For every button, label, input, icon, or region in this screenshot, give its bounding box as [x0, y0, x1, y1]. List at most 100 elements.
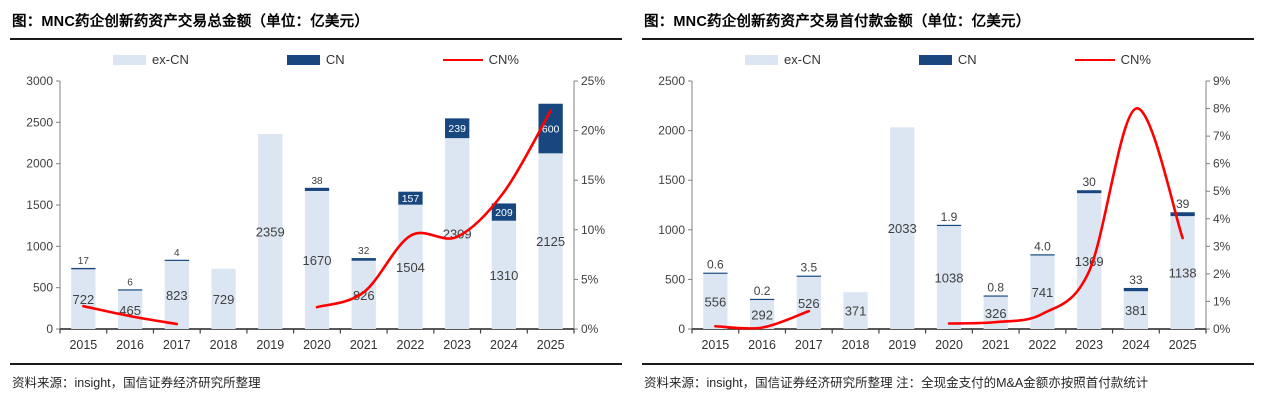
bar-cn [398, 191, 423, 205]
svg-text:2500: 2500 [26, 115, 53, 129]
svg-text:2500: 2500 [658, 74, 685, 88]
bar-cn [117, 289, 143, 291]
bar-ex-cn [749, 300, 775, 329]
svg-text:2021: 2021 [982, 338, 1010, 352]
cn-swatch-icon [918, 54, 952, 65]
bar-value-labels: 556 0.6 292 0.2 526 3.5 371 2033 1038 1.9 326 0.8 74… [705, 175, 1197, 322]
bar-cn [796, 275, 821, 277]
bar-ex-cn [398, 204, 423, 329]
cn-pct-line-icon [1074, 58, 1115, 61]
svg-text:2024: 2024 [1122, 338, 1150, 352]
svg-text:3.5: 3.5 [800, 261, 817, 275]
axes: 0 500 1000 1500 2000 2500 3000 0% 5% 10% 15% 20% 25%… [26, 74, 605, 352]
svg-text:2019: 2019 [888, 338, 916, 352]
svg-text:2018: 2018 [210, 338, 238, 352]
svg-text:2019: 2019 [256, 338, 284, 352]
svg-text:1%: 1% [1213, 294, 1231, 308]
svg-text:826: 826 [353, 288, 375, 303]
bar-ex-cn [258, 133, 283, 329]
svg-text:2024: 2024 [490, 338, 518, 352]
svg-text:0.8: 0.8 [987, 280, 1004, 294]
svg-text:2125: 2125 [536, 234, 565, 249]
bar-ex-cn [936, 226, 962, 329]
source-note-upfront: 资料来源：insight，国信证券经济研究所整理 注：全现金支付的M&A金额亦按… [642, 363, 1254, 400]
svg-text:209: 209 [495, 207, 513, 219]
chart-upfront-canvas: 0 500 1000 1500 2000 2500 0% 1% 2% 3% 4% 5% 6% 7% 8% 9%… [658, 74, 1230, 352]
svg-text:371: 371 [845, 304, 867, 319]
svg-text:15%: 15% [581, 173, 605, 187]
svg-text:33: 33 [1129, 273, 1143, 287]
legend-item-cn-pct: CN% [442, 52, 519, 67]
svg-text:2018: 2018 [842, 338, 870, 352]
chart-title-upfront: 图：MNC药企创新药资产交易首付款金额（单位：亿美元） [642, 10, 1254, 40]
svg-text:1000: 1000 [658, 223, 685, 237]
svg-text:2021: 2021 [350, 338, 378, 352]
svg-text:0: 0 [678, 322, 685, 336]
bar-ex-cn [796, 276, 821, 329]
legend-label-cn-pct: CN% [1120, 52, 1151, 67]
bar-ex-cn [843, 292, 868, 329]
cn-pct-line-icon [442, 58, 483, 61]
svg-text:3000: 3000 [26, 74, 53, 88]
bar-cn [351, 258, 376, 261]
bar-cn [71, 267, 96, 270]
svg-text:2000: 2000 [658, 124, 685, 138]
axes: 0 500 1000 1500 2000 2500 0% 1% 2% 3% 4% 5% 6% 7% 8% 9%… [658, 74, 1230, 352]
legend-item-ex-cn: ex-CN [113, 52, 189, 67]
svg-text:2022: 2022 [397, 338, 425, 352]
svg-text:9%: 9% [1213, 74, 1231, 88]
svg-text:2000: 2000 [26, 157, 53, 171]
svg-text:10%: 10% [581, 223, 605, 237]
bar-ex-cn [71, 269, 96, 329]
legend-label-cn: CN [325, 52, 345, 67]
legend-label-cn-pct: CN% [488, 52, 519, 67]
bar-ex-cn [538, 153, 563, 329]
svg-text:1000: 1000 [26, 239, 53, 253]
svg-text:2020: 2020 [935, 338, 963, 352]
svg-text:823: 823 [166, 288, 188, 303]
bar-cn [983, 295, 1008, 297]
source-note-total: 资料来源：insight，国信证券经济研究所整理 [10, 363, 622, 400]
svg-text:32: 32 [358, 246, 370, 257]
svg-text:20%: 20% [581, 124, 605, 138]
svg-text:2016: 2016 [748, 338, 776, 352]
bar-cn [749, 298, 775, 301]
svg-text:2015: 2015 [701, 338, 729, 352]
svg-text:741: 741 [1032, 285, 1054, 300]
svg-text:5%: 5% [1213, 184, 1231, 198]
bar-cn [164, 259, 189, 261]
legend-upfront: ex-CN CN CN% [642, 40, 1254, 69]
svg-text:0.2: 0.2 [754, 284, 771, 298]
svg-text:1369: 1369 [1075, 254, 1104, 269]
legend-label-ex-cn: ex-CN [784, 52, 821, 67]
bar-cn [1170, 212, 1195, 217]
svg-text:17: 17 [78, 256, 90, 267]
legend-label-ex-cn: ex-CN [152, 52, 189, 67]
panel-upfront-payment-amount: 图：MNC药企创新药资产交易首付款金额（单位：亿美元） ex-CN CN CN%… [632, 0, 1264, 400]
svg-text:722: 722 [73, 292, 95, 307]
svg-text:25%: 25% [581, 74, 605, 88]
bar-ex-cn [211, 268, 236, 329]
svg-text:1.9: 1.9 [941, 210, 958, 224]
svg-text:1504: 1504 [396, 260, 425, 275]
svg-text:381: 381 [1125, 303, 1147, 318]
svg-text:4: 4 [174, 248, 180, 259]
svg-text:600: 600 [542, 124, 560, 136]
svg-text:6: 6 [127, 277, 133, 288]
ex-cn-swatch-icon [745, 54, 779, 65]
svg-text:2359: 2359 [256, 224, 285, 239]
svg-text:0: 0 [46, 322, 53, 336]
svg-text:39: 39 [1176, 197, 1190, 211]
svg-text:1500: 1500 [658, 173, 685, 187]
svg-text:729: 729 [213, 292, 235, 307]
legend-item-cn: CN [918, 52, 977, 67]
svg-text:526: 526 [798, 296, 820, 311]
bar-ex-cn [164, 260, 189, 329]
bar-cn [491, 203, 517, 221]
svg-text:2025: 2025 [1169, 338, 1197, 352]
svg-text:2023: 2023 [1075, 338, 1103, 352]
svg-text:500: 500 [33, 281, 53, 295]
svg-text:0%: 0% [581, 322, 599, 336]
cn-pct-line [714, 107, 1184, 330]
